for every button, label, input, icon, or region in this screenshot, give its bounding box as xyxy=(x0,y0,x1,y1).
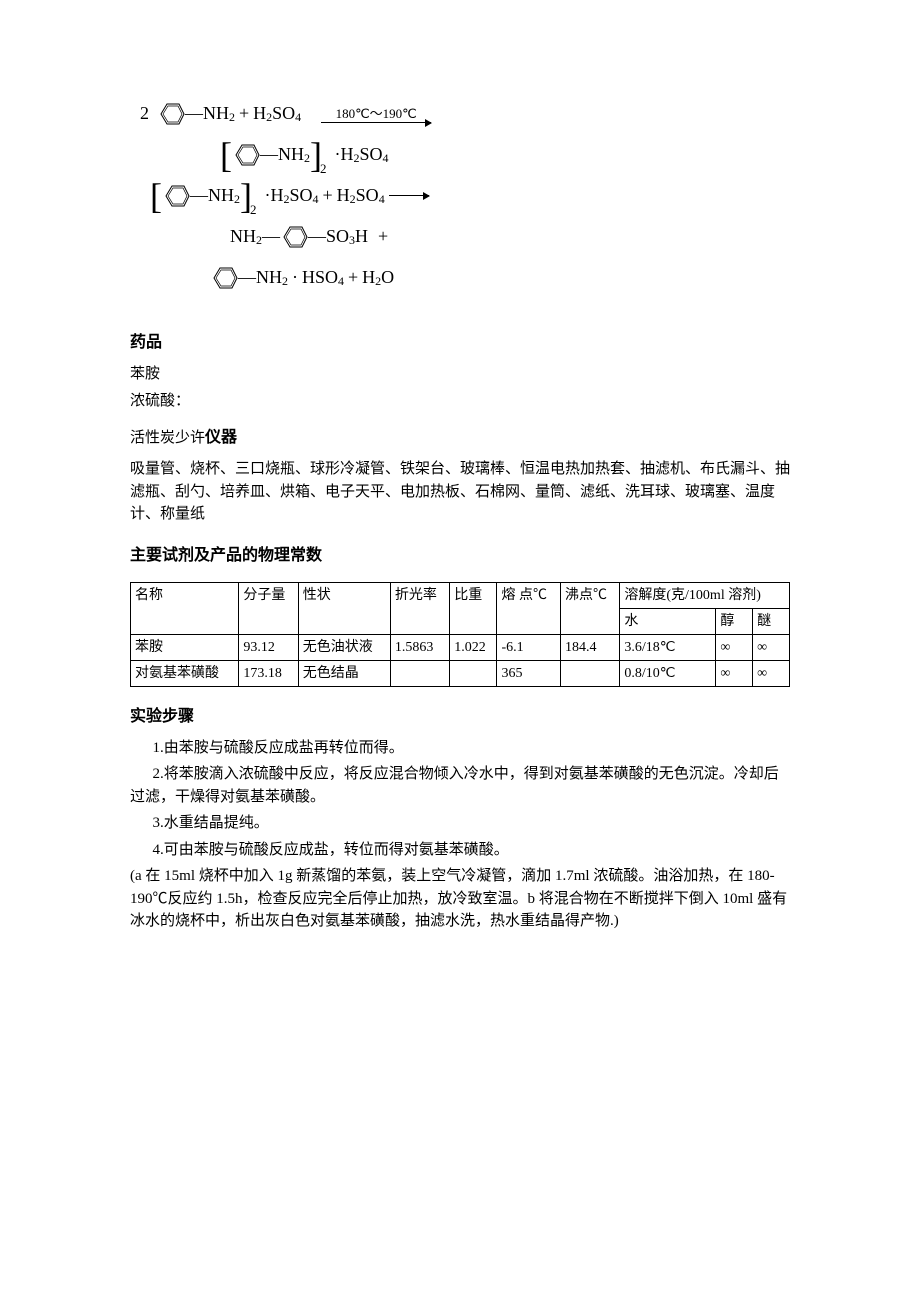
col-ether: 醚 xyxy=(753,608,790,634)
col-state: 性状 xyxy=(298,582,390,634)
col-sg: 比重 xyxy=(450,582,497,634)
table-row: 对氨基苯磺酸 173.18 无色结晶 365 0.8/10℃ ∞ ∞ xyxy=(131,660,790,686)
instruments-body: 吸量管、烧杯、三口烧瓶、球形冷凝管、铁架台、玻璃棒、恒温电热加热套、抽滤机、布氏… xyxy=(130,458,790,526)
reaction-line-2: [ — NH2 ]2 · H2SO4 xyxy=(220,141,790,168)
reaction-arrow-2 xyxy=(389,195,429,196)
table-header-row: 名称 分子量 性状 折光率 比重 熔 点℃ 沸点℃ 溶解度(克/100ml 溶剂… xyxy=(131,582,790,608)
drug-item: 苯胺 xyxy=(130,363,790,386)
reaction-line-1: 2 — NH2 + H2SO4 180℃～190℃ xyxy=(140,100,790,127)
step-item: 3.水重结晶提纯。 xyxy=(130,812,790,835)
drug-item: 浓硫酸： xyxy=(130,390,790,413)
benzene-icon xyxy=(280,225,308,249)
document-page: 2 — NH2 + H2SO4 180℃～190℃ [ — NH2 ]2 xyxy=(0,0,920,997)
reaction-line-4: NH2 — — SO3H + xyxy=(230,223,790,250)
charcoal-line: 活性炭少许仪器 xyxy=(130,426,790,450)
section-constants-title: 主要试剂及产品的物理常数 xyxy=(130,544,790,568)
benzene-icon xyxy=(210,266,238,290)
charcoal-text: 活性炭少许 xyxy=(130,430,205,446)
col-alc: 醇 xyxy=(716,608,753,634)
reaction-scheme: 2 — NH2 + H2SO4 180℃～190℃ [ — NH2 ]2 xyxy=(130,100,790,291)
col-water: 水 xyxy=(620,608,716,634)
reaction-line-5: — NH2 · HSO4 + H2O xyxy=(210,264,790,291)
col-mw: 分子量 xyxy=(239,582,298,634)
benzene-icon xyxy=(157,102,185,126)
bracket-left: [ xyxy=(220,143,232,167)
section-instruments-title: 仪器 xyxy=(205,429,237,446)
col-name: 名称 xyxy=(131,582,239,634)
step-item: 1.由苯胺与硫酸反应成盐再转位而得。 xyxy=(130,737,790,760)
step-item: 2.将苯胺滴入浓硫酸中反应，将反应混合物倾入冷水中，得到对氨基苯磺酸的无色沉淀。… xyxy=(130,763,790,808)
benzene-icon xyxy=(232,143,260,167)
col-bp: 沸点℃ xyxy=(560,582,619,634)
nh2-label: NH xyxy=(203,100,229,127)
step-item: 4.可由苯胺与硫酸反应成盐，转位而得对氨基苯磺酸。 xyxy=(130,839,790,862)
col-sol: 溶解度(克/100ml 溶剂) xyxy=(620,582,790,608)
section-steps-title: 实验步骤 xyxy=(130,705,790,729)
constants-table: 名称 分子量 性状 折光率 比重 熔 点℃ 沸点℃ 溶解度(克/100ml 溶剂… xyxy=(130,582,790,687)
col-refr: 折光率 xyxy=(390,582,449,634)
table-row: 苯胺 93.12 无色油状液 1.5863 1.022 -6.1 184.4 3… xyxy=(131,634,790,660)
reaction-arrow-1: 180℃～190℃ xyxy=(321,104,431,123)
reaction-line-3: [ — NH2 ]2 · H2SO4 + H2SO4 xyxy=(150,182,790,209)
section-drugs-title: 药品 xyxy=(130,331,790,355)
benzene-icon xyxy=(162,184,190,208)
plus-sign: + xyxy=(239,100,249,127)
coeff-2: 2 xyxy=(140,100,149,127)
col-mp: 熔 点℃ xyxy=(497,582,561,634)
step-detail: (a 在 15ml 烧杯中加入 1g 新蒸馏的苯氨，装上空气冷凝管，滴加 1.7… xyxy=(130,865,790,933)
